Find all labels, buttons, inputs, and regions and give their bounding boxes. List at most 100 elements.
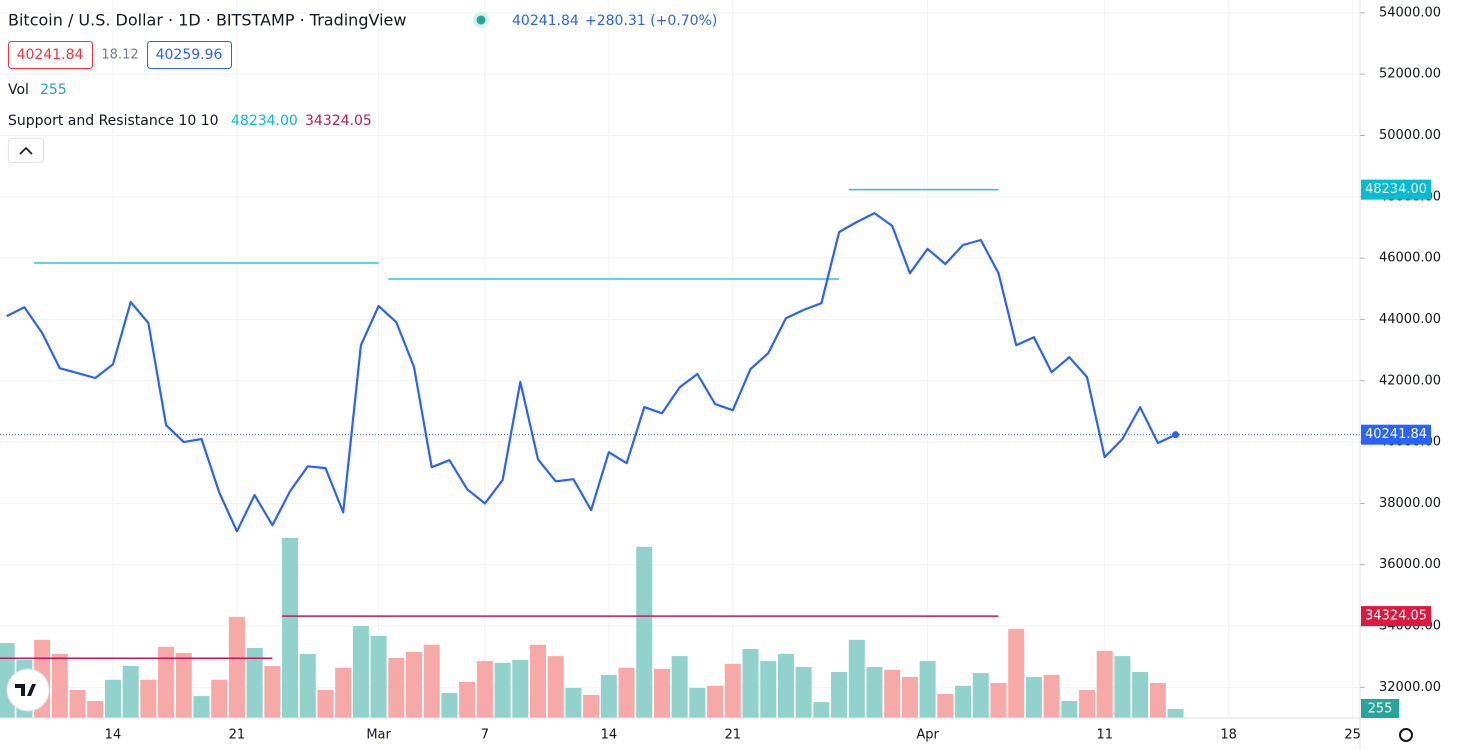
volume-bar [406,651,423,718]
volume-bar [228,616,245,718]
volume-value: 255 [40,82,67,98]
y-tick-label: 50000.00 [1379,128,1441,143]
support-tag-label: 34324.05 [1365,609,1427,624]
volume-bar [653,668,670,718]
x-tick-label: 25 [1344,728,1361,743]
x-tick-label: 18 [1220,728,1237,743]
volume-bar [990,682,1007,718]
volume-bar [476,661,493,718]
volume-bar [600,674,617,718]
volume-bar [955,685,972,718]
ask-price: 40259.96 [156,47,223,63]
volume-bar [211,679,228,718]
volume-bar [884,669,901,718]
resistance-value: 48234.00 [231,113,298,129]
y-tick-label: 42000.00 [1379,373,1441,388]
volume-bar [1132,672,1149,718]
volume-bar [848,639,865,718]
volume-bar [87,701,104,718]
chart-title: Bitcoin / U.S. Dollar · 1D · BITSTAMP · … [8,11,406,30]
volume-bar [335,667,352,718]
volume-label: Vol [8,82,29,98]
volume-tag-label: 255 [1368,702,1393,717]
volume-bar [671,656,688,718]
volume-bar [618,667,635,718]
y-tick-label: 44000.00 [1379,312,1441,327]
last-price-tag-label: 40241.84 [1365,427,1427,442]
collapse-icon [19,146,33,155]
volume-bar [795,667,812,718]
bid-box[interactable] [8,41,93,69]
status-dot [476,15,486,25]
volume-bar [689,687,706,718]
volume-bar [158,646,175,718]
x-tick-label: 21 [229,728,246,743]
volume-tag [1361,699,1399,718]
y-tick-label: 46000.00 [1379,251,1441,266]
price-change: +280.31 (+0.70%) [585,13,717,29]
settings-icon[interactable] [1399,728,1413,742]
volume-bar [282,537,299,718]
spread: 18.12 [101,48,138,63]
x-tick-label: 14 [105,728,122,743]
volume-bar [193,696,210,718]
volume-bar [1167,708,1184,718]
volume-bar [388,657,405,718]
y-tick-label: 36000.00 [1379,557,1441,572]
volume-bar [459,681,476,718]
volume-bar [140,679,157,718]
volume-bar [742,649,759,718]
volume-bar [1008,628,1025,718]
volume-bar [122,666,139,718]
volume-bar [1025,676,1042,718]
indicator-name: Support and Resistance 10 10 [8,113,219,129]
resistance-tag-label: 48234.00 [1365,182,1427,197]
volume-bar [831,672,848,718]
y-tick-label: 54000.00 [1379,5,1441,20]
last-point [1172,431,1180,439]
volume-bar [104,679,121,718]
plot [0,0,1360,718]
volume-bar [866,667,883,718]
volume-bar [51,653,68,718]
volume-bar [707,685,724,718]
resistance-tag [1361,179,1431,200]
volume-bar [583,695,600,718]
collapse-button[interactable] [8,138,44,163]
volume-bar [441,692,458,718]
support-value: 34324.05 [305,113,372,129]
volume-bar [636,546,653,718]
x-tick-label: 11 [1096,728,1113,743]
volume-bar [370,635,387,718]
volume-bar [1149,682,1166,718]
volume-bar [512,659,529,718]
volume-bar [937,693,954,718]
volume-bar [246,647,263,718]
volume-bar [919,661,936,718]
bid-price: 40241.84 [17,47,84,63]
volume-bar [1079,690,1096,718]
volume-bar [264,666,281,718]
price-line [6,212,1177,533]
y-tick-label: 32000.00 [1379,680,1441,695]
y-tick-label: 38000.00 [1379,496,1441,511]
volume-bar [1043,674,1060,718]
volume-bar [352,626,369,718]
last-price: 40241.84 [512,13,579,29]
volume-bar [901,676,918,718]
volume-bar [565,687,582,718]
volume-bar [175,652,192,718]
logo[interactable] [6,668,50,712]
ask-box[interactable] [147,41,232,69]
volume-bar [423,644,440,718]
volume-bar [1061,701,1078,718]
logo-mark [15,684,36,696]
volume-bar [494,662,511,718]
volume-bar [547,656,564,718]
x-tick-label: 21 [725,728,742,743]
volume-bar [760,661,777,718]
volume-bar [972,673,989,718]
volume-bar [724,663,741,718]
